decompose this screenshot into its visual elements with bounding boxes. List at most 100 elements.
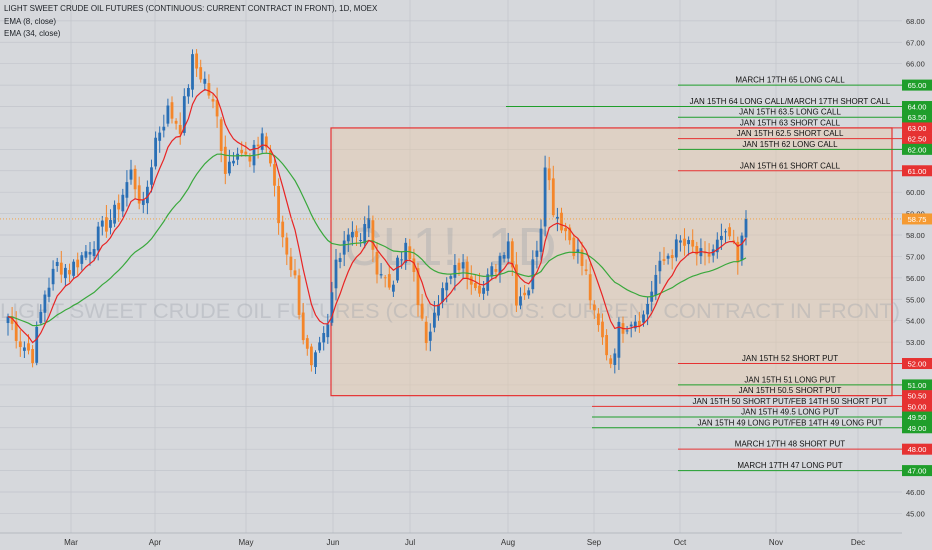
y-tick-label: 68.00	[906, 17, 925, 26]
candle	[383, 274, 387, 288]
candle	[285, 232, 289, 266]
candle-body	[289, 256, 293, 271]
candle	[338, 252, 342, 269]
candle	[527, 287, 531, 299]
candle-body	[125, 182, 129, 198]
candle	[158, 126, 162, 153]
candle-body	[609, 358, 613, 365]
candle	[310, 343, 313, 372]
candle-body	[346, 234, 350, 242]
candle-body	[92, 249, 96, 257]
candle	[674, 234, 678, 262]
level-axis-tag	[902, 400, 932, 412]
candle-body	[330, 292, 334, 323]
candle-body	[707, 254, 711, 257]
candle	[609, 354, 613, 369]
candle-body	[736, 241, 740, 263]
candle-body	[740, 235, 744, 261]
candle-body	[597, 313, 600, 326]
x-tick-label: Oct	[674, 538, 687, 547]
level-axis-tag	[902, 411, 932, 423]
candle-body	[400, 259, 403, 261]
candle-body	[560, 212, 563, 231]
candle	[379, 262, 383, 279]
candle	[281, 215, 285, 248]
candle	[277, 178, 280, 235]
candle	[404, 237, 408, 270]
candle	[215, 87, 219, 128]
candle-body	[105, 217, 108, 232]
candle	[679, 235, 682, 252]
candle-body	[469, 276, 473, 285]
level-axis-tag	[902, 379, 932, 391]
candle-body	[547, 168, 551, 181]
level-axis-label: 47.00	[908, 467, 927, 476]
candle	[568, 224, 572, 245]
candle	[633, 314, 637, 332]
candle-body	[502, 255, 506, 259]
level-label: JAN 15TH 52 SHORT PUT	[742, 354, 838, 363]
candle-body	[490, 266, 494, 277]
candle	[617, 317, 621, 370]
candle	[31, 345, 34, 368]
candle	[305, 334, 309, 356]
candle	[695, 241, 699, 266]
candle	[187, 84, 190, 104]
candle	[355, 225, 358, 246]
candle	[592, 300, 596, 320]
candle-body	[592, 304, 596, 311]
candle	[510, 238, 514, 276]
candle	[301, 302, 305, 345]
candle-body	[519, 296, 522, 306]
candle	[556, 207, 559, 232]
candle	[572, 234, 576, 260]
candle	[297, 268, 301, 320]
candle-body	[367, 218, 371, 229]
candle	[453, 253, 457, 291]
level-axis-label: 62.50	[908, 135, 927, 144]
candle-body	[416, 268, 420, 306]
candle-body	[236, 153, 239, 160]
level-axis-label: 48.00	[908, 445, 927, 454]
candle	[543, 155, 547, 237]
candle	[363, 216, 367, 249]
candle	[199, 59, 203, 83]
level-label: JAN 15TH 62 LONG CALL	[742, 140, 838, 149]
candle-body	[215, 100, 219, 117]
level-axis-label: 63.00	[908, 124, 927, 133]
candle	[59, 250, 63, 283]
candle-body	[506, 241, 510, 259]
candle-body	[223, 146, 227, 174]
candle-body	[76, 259, 80, 268]
candle-body	[642, 314, 645, 323]
candle	[342, 231, 346, 267]
candle-body	[55, 261, 59, 267]
candle	[515, 252, 518, 312]
candle-body	[572, 237, 576, 256]
candle-body	[687, 240, 690, 245]
candle	[666, 253, 670, 265]
candle	[84, 245, 88, 261]
candle-body	[203, 78, 207, 84]
candle-body	[474, 283, 477, 289]
candle	[638, 311, 641, 333]
ema-slow-line	[7, 152, 747, 327]
candle	[113, 200, 116, 228]
candle-body	[35, 326, 39, 363]
candle-body	[424, 321, 428, 344]
candle-body	[515, 264, 518, 306]
y-tick-label: 66.00	[906, 60, 925, 69]
candle-body	[482, 287, 485, 294]
candle	[396, 255, 399, 283]
candle-body	[465, 261, 469, 279]
y-axis: 45.00 46.00 47.00 48.00 49.00 50.00 51.00 52.00…	[902, 0, 932, 550]
level-label: JAN 15TH 64 LONG CALL/MARCH 17TH SHORT C…	[690, 97, 891, 106]
candle	[662, 247, 666, 266]
candle	[371, 215, 375, 263]
candle-body	[195, 53, 198, 69]
candle	[351, 221, 354, 246]
level-label: JAN 15TH 49.5 LONG PUT	[741, 408, 839, 417]
candle-body	[297, 275, 301, 315]
level-axis-label: 52.00	[908, 360, 927, 369]
